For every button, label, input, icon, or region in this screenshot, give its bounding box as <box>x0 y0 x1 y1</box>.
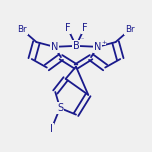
Text: I: I <box>50 124 53 134</box>
Text: N: N <box>94 42 101 52</box>
Text: ⁻: ⁻ <box>80 39 84 44</box>
Text: N: N <box>51 42 58 52</box>
Text: F: F <box>65 23 70 33</box>
Text: S: S <box>57 103 63 113</box>
Text: B: B <box>73 41 79 51</box>
Text: F: F <box>82 23 87 33</box>
Text: Br: Br <box>17 25 27 34</box>
Text: +: + <box>101 40 106 45</box>
Text: Br: Br <box>125 25 135 34</box>
